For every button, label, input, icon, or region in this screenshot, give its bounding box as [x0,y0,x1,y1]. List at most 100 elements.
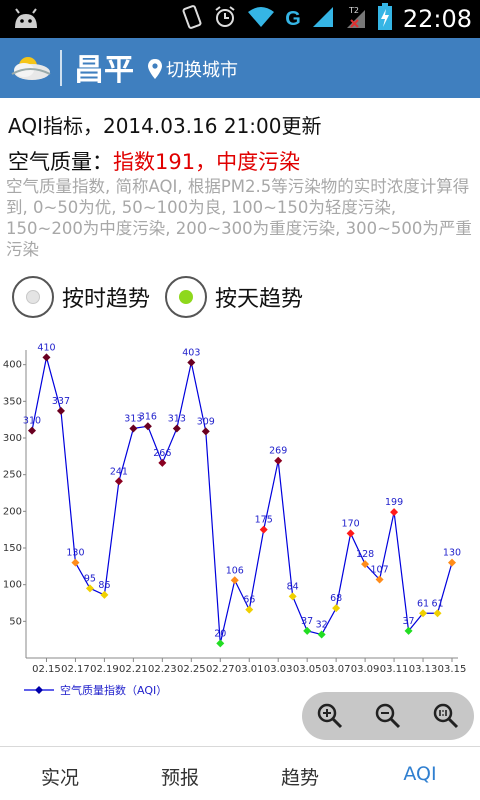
switch-city-button[interactable]: 切换城市 [148,56,238,82]
y-tick-label: 350 [3,396,22,407]
legend-label: 空气质量指数（AQI） [60,683,167,697]
x-tick-label: 02.23 [148,664,177,675]
y-tick-label: 250 [3,470,22,481]
tab-forecast[interactable]: 预报 [160,767,199,789]
data-point-marker [158,458,167,467]
android-icon [12,8,40,34]
signal-no-sim-icon: T2 [345,4,367,34]
data-point-label: 170 [342,518,360,529]
data-point-marker [71,558,80,567]
y-tick-label: 50 [9,616,22,627]
data-point-marker [100,590,109,599]
data-point-label: 107 [371,565,389,576]
data-point-label: 313 [168,413,186,424]
y-tick-label: 150 [3,543,22,554]
x-tick-label: 02.21 [119,664,148,675]
air-quality-label: 空气质量： [8,150,113,174]
hourly-trend-label: 按时趋势 [62,287,151,312]
data-point-label: 20 [214,628,226,639]
data-point-marker [433,609,442,618]
data-point-label: 269 [269,446,287,457]
y-tick-label: 100 [3,580,22,591]
data-point-marker [346,529,355,538]
zoom-in-icon[interactable] [316,702,344,730]
y-tick-label: 300 [3,433,22,444]
x-tick-label: 03.13 [409,664,438,675]
zoom-out-icon[interactable] [374,702,402,730]
switch-city-label: 切换城市 [166,60,238,81]
x-tick-label: 03.07 [322,664,351,675]
data-point-marker [404,626,413,635]
hourly-trend-radio[interactable]: 按时趋势 [12,276,150,318]
data-point-label: 95 [84,573,96,584]
x-tick-label: 03.09 [351,664,380,675]
daily-trend-label: 按天趋势 [215,287,304,312]
data-point-label: 310 [23,416,41,427]
app-header: 昌平 切换城市 [0,38,480,98]
data-point-marker [274,456,283,465]
tab-trend[interactable]: 趋势 [280,767,319,789]
zoom-reset-icon[interactable] [432,702,460,730]
data-point-marker [288,592,297,601]
alarm-icon [213,5,237,33]
network-type-label: G [285,7,301,30]
data-point-label: 337 [52,396,70,407]
signal-icon [311,5,335,33]
x-tick-label: 03.01 [235,664,264,675]
data-point-label: 199 [385,497,403,508]
svg-text:T2: T2 [348,6,359,15]
data-point-marker [85,584,94,593]
vibrate-icon [181,4,203,34]
data-point-marker [332,604,341,613]
x-tick-label: 02.19 [90,664,119,675]
data-point-label: 37 [301,616,313,627]
aqi-description: 空气质量指数, 简称AQI, 根据PM2.5等污染物的实时浓度计算得到, 0~5… [6,177,472,259]
data-point-label: 130 [443,548,461,559]
daily-trend-radio[interactable]: 按天趋势 [165,276,303,318]
weather-logo-icon [8,52,52,88]
y-tick-label: 200 [3,506,22,517]
data-point-marker [375,575,384,584]
battery-charging-icon [377,3,393,35]
daily-radio-circle[interactable] [165,276,207,318]
data-point-marker [317,630,326,639]
air-quality-value: 指数191，中度污染 [113,150,301,174]
data-point-marker [230,576,239,585]
data-point-label: 106 [226,565,244,576]
data-point-label: 175 [255,515,273,526]
data-point-label: 61 [417,598,429,609]
data-point-label: 128 [356,549,374,560]
data-point-marker [28,426,36,435]
data-point-label: 403 [182,347,200,358]
x-tick-label: 02.25 [177,664,206,675]
bottom-tab-bar: 实况 预报 趋势 AQI [0,746,480,800]
data-point-marker [259,525,268,534]
tab-aqi[interactable]: AQI [403,763,437,785]
zoom-controls [302,692,474,740]
data-point-marker [361,560,370,569]
data-point-label: 61 [431,598,443,609]
x-tick-label: 03.05 [293,664,322,675]
data-point-label: 84 [287,581,299,592]
hourly-radio-circle[interactable] [12,276,54,318]
data-point-label: 410 [37,342,55,353]
data-point-marker [390,508,399,517]
data-point-marker [216,639,225,648]
data-point-marker [114,477,123,486]
data-point-label: 313 [124,413,142,424]
wifi-icon [247,6,275,32]
status-icons: G T2 22:08 [181,0,472,38]
data-point-marker [56,406,65,415]
tab-live[interactable]: 实况 [40,767,79,789]
x-tick-label: 02.17 [61,664,90,675]
x-tick-label: 03.11 [380,664,409,675]
data-point-marker [419,609,428,618]
data-point-marker [245,605,254,614]
update-time-text: AQI指标，2014.03.16 21:00更新 [8,114,322,138]
data-point-label: 316 [139,411,157,422]
header-divider [60,50,62,86]
x-tick-label: 02.27 [206,664,235,675]
x-tick-label: 03.03 [264,664,293,675]
x-tick-label: 03.15 [438,664,467,675]
